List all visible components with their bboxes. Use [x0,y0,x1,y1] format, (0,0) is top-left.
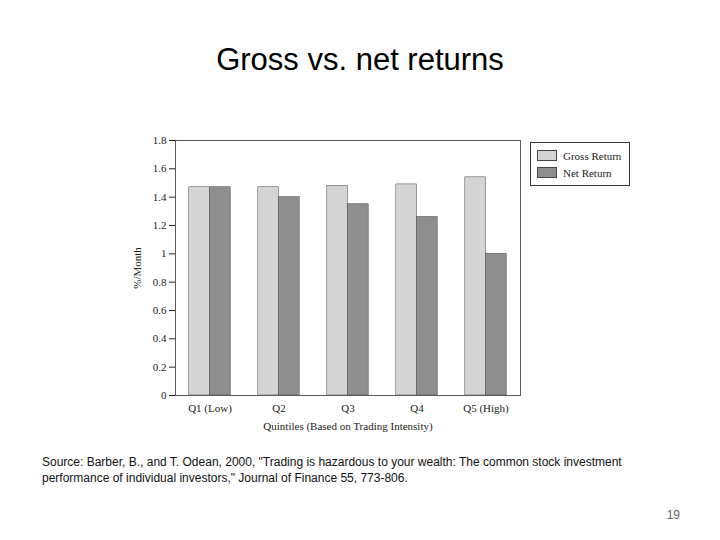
svg-text:0.4: 0.4 [153,332,167,344]
html-text:Source: Barber, B., and T. Ode: Source: Barber, B., and T. Odean, 2000, … [42,455,622,485]
svg-text:0.2: 0.2 [153,361,167,373]
svg-text:Quintiles (Based on Trading In: Quintiles (Based on Trading Intensity) [263,420,433,433]
svg-text:Q1 (Low): Q1 (Low) [188,402,232,415]
svg-text:1.8: 1.8 [153,134,167,146]
html-text:Gross Return: Gross Return [563,149,622,162]
svg-text:Q2: Q2 [272,402,285,414]
html-text:Gross vs. net returns: Gross vs. net returns [216,42,504,77]
svg-text:0.6: 0.6 [153,304,167,316]
svg-text:0: 0 [161,389,167,401]
svg-text:0.8: 0.8 [153,276,167,288]
svg-text:Q5 (High): Q5 (High) [463,402,509,415]
svg-text:1.6: 1.6 [153,162,167,174]
svg-text:Q3: Q3 [341,402,355,414]
svg-text:Q4: Q4 [410,402,424,414]
svg-text:1.2: 1.2 [153,219,167,231]
svg-text:1.4: 1.4 [153,191,167,203]
svg-text:%/Month: %/Month [131,247,143,289]
html-text:Net Return: Net Return [563,166,612,179]
html-text:19: 19 [666,508,680,522]
svg-text:1: 1 [161,247,167,259]
